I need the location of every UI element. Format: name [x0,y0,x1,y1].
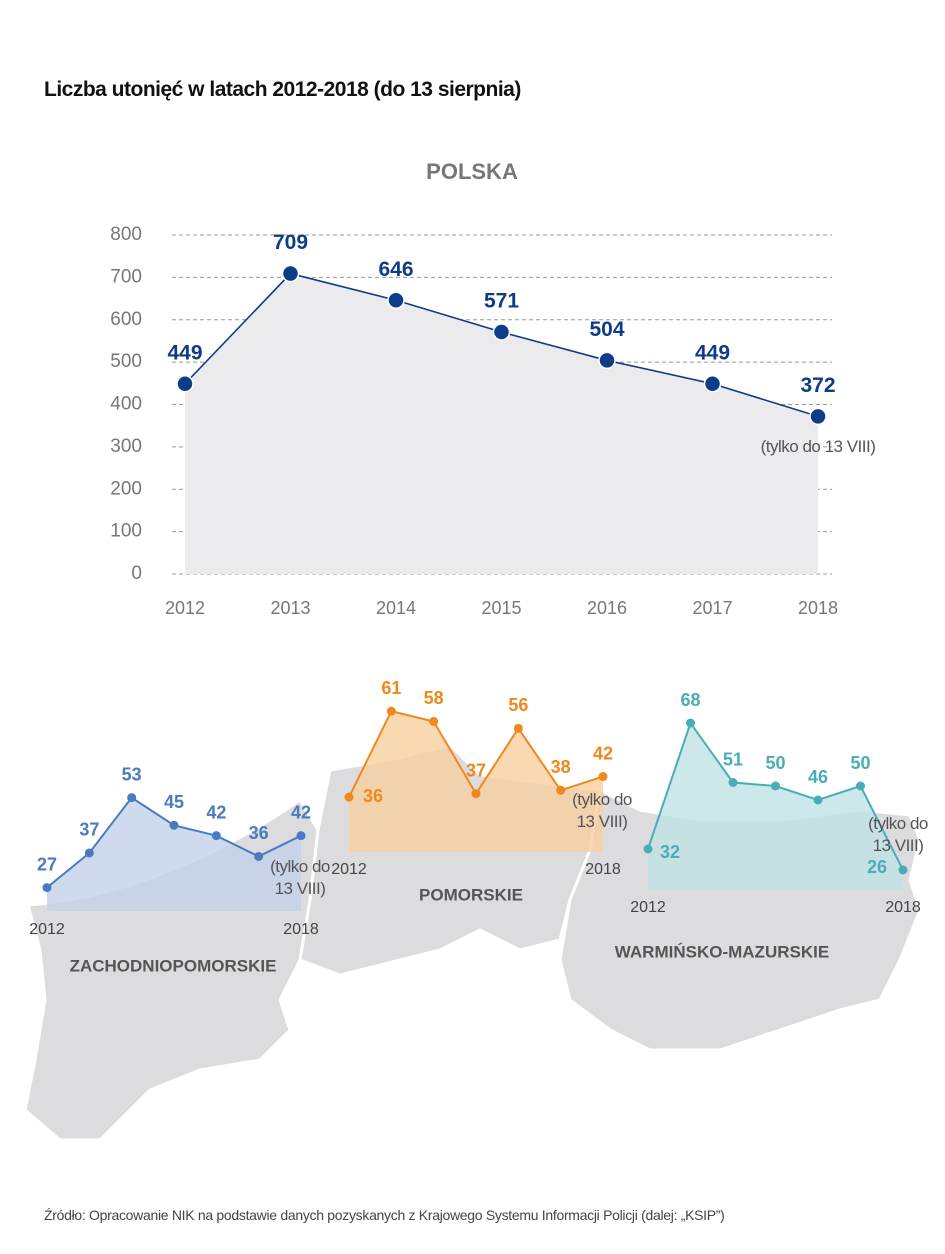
data-label: 51 [723,749,743,769]
data-label: 37 [466,760,486,780]
point [492,323,511,341]
point [176,374,194,393]
x-tick-label: 2016 [587,598,627,618]
y-tick-label: 800 [110,224,142,245]
x-tick-label: 2018 [798,598,838,618]
x-tick-label: 2014 [376,598,416,618]
point [281,264,300,283]
point [598,772,608,782]
point [686,718,695,728]
x-tick-label: 2018 [585,861,621,878]
y-tick-label: 200 [110,478,142,499]
point [643,844,653,854]
point [598,351,616,370]
data-label: 68 [680,690,700,710]
point [42,883,52,893]
y-tick-label: 500 [110,351,142,372]
data-label: 504 [589,318,624,341]
data-label: 372 [800,374,835,397]
page-title: Liczba utonięć w latach 2012-2018 (do 13… [44,78,521,101]
point [296,831,306,841]
chart-title: WARMIŃSKO-MAZURSKIE [615,942,829,961]
y-tick-label: 0 [131,563,142,584]
area [349,711,603,852]
area [185,273,818,574]
data-label: 38 [551,757,571,777]
data-label: 42 [593,743,613,763]
point [856,781,865,791]
source-note: Źródło: Opracowanie NIK na podstawie dan… [44,1207,725,1223]
point [254,851,264,861]
data-label: 56 [508,695,528,715]
chart-title: POLSKA [426,159,518,184]
point [703,374,722,393]
point [728,778,738,787]
data-label: 58 [424,688,444,708]
annotation: (tylko do 13 VIII) [868,814,928,855]
point [813,795,823,805]
x-tick-label: 2018 [885,899,921,916]
point [386,706,396,716]
data-label: 45 [164,792,184,812]
data-label: 26 [867,857,887,877]
data-label: 42 [206,802,226,822]
data-label: 42 [291,802,311,822]
y-tick-label: 400 [110,394,142,415]
point [169,820,179,830]
y-tick-label: 600 [110,309,142,330]
data-label: 709 [273,231,308,254]
point [387,291,405,310]
annotation: (tylko do 13 VIII) [572,790,632,831]
point [84,848,94,858]
data-label: 571 [484,290,519,313]
data-label: 53 [122,764,142,784]
annotation: (tylko do 13 VIII) [760,437,876,456]
data-label: 37 [79,820,99,840]
data-label: 449 [167,341,202,364]
annotation: (tylko do 13 VIII) [270,857,330,898]
area [648,723,903,890]
x-tick-label: 2013 [270,598,310,618]
chart-title: ZACHODNIOPOMORSKIE [70,956,277,975]
point [344,792,354,802]
point [809,407,827,426]
point [429,716,439,726]
data-label: 50 [765,753,785,773]
y-tick-label: 700 [110,266,142,287]
point [471,789,481,799]
point [898,865,908,875]
x-tick-label: 2012 [630,899,666,916]
x-tick-label: 2012 [29,921,65,938]
point [211,831,221,841]
point [513,723,523,733]
data-label: 36 [249,823,269,843]
data-label: 46 [808,767,828,787]
data-label: 449 [695,341,730,364]
y-tick-label: 300 [110,436,142,457]
data-label: 646 [378,258,413,281]
x-tick-label: 2017 [692,598,732,618]
point [127,793,137,803]
point [556,785,566,795]
data-label: 32 [660,842,680,862]
data-label: 61 [381,678,401,698]
x-tick-label: 2015 [481,598,521,618]
data-label: 27 [37,854,57,874]
y-tick-label: 100 [110,521,142,542]
x-tick-label: 2018 [283,921,319,938]
point [771,781,780,791]
x-tick-label: 2012 [165,598,205,618]
data-label: 50 [850,753,870,773]
chart-title: POMORSKIE [419,885,523,904]
x-tick-label: 2012 [331,861,367,878]
data-label: 36 [363,786,383,806]
